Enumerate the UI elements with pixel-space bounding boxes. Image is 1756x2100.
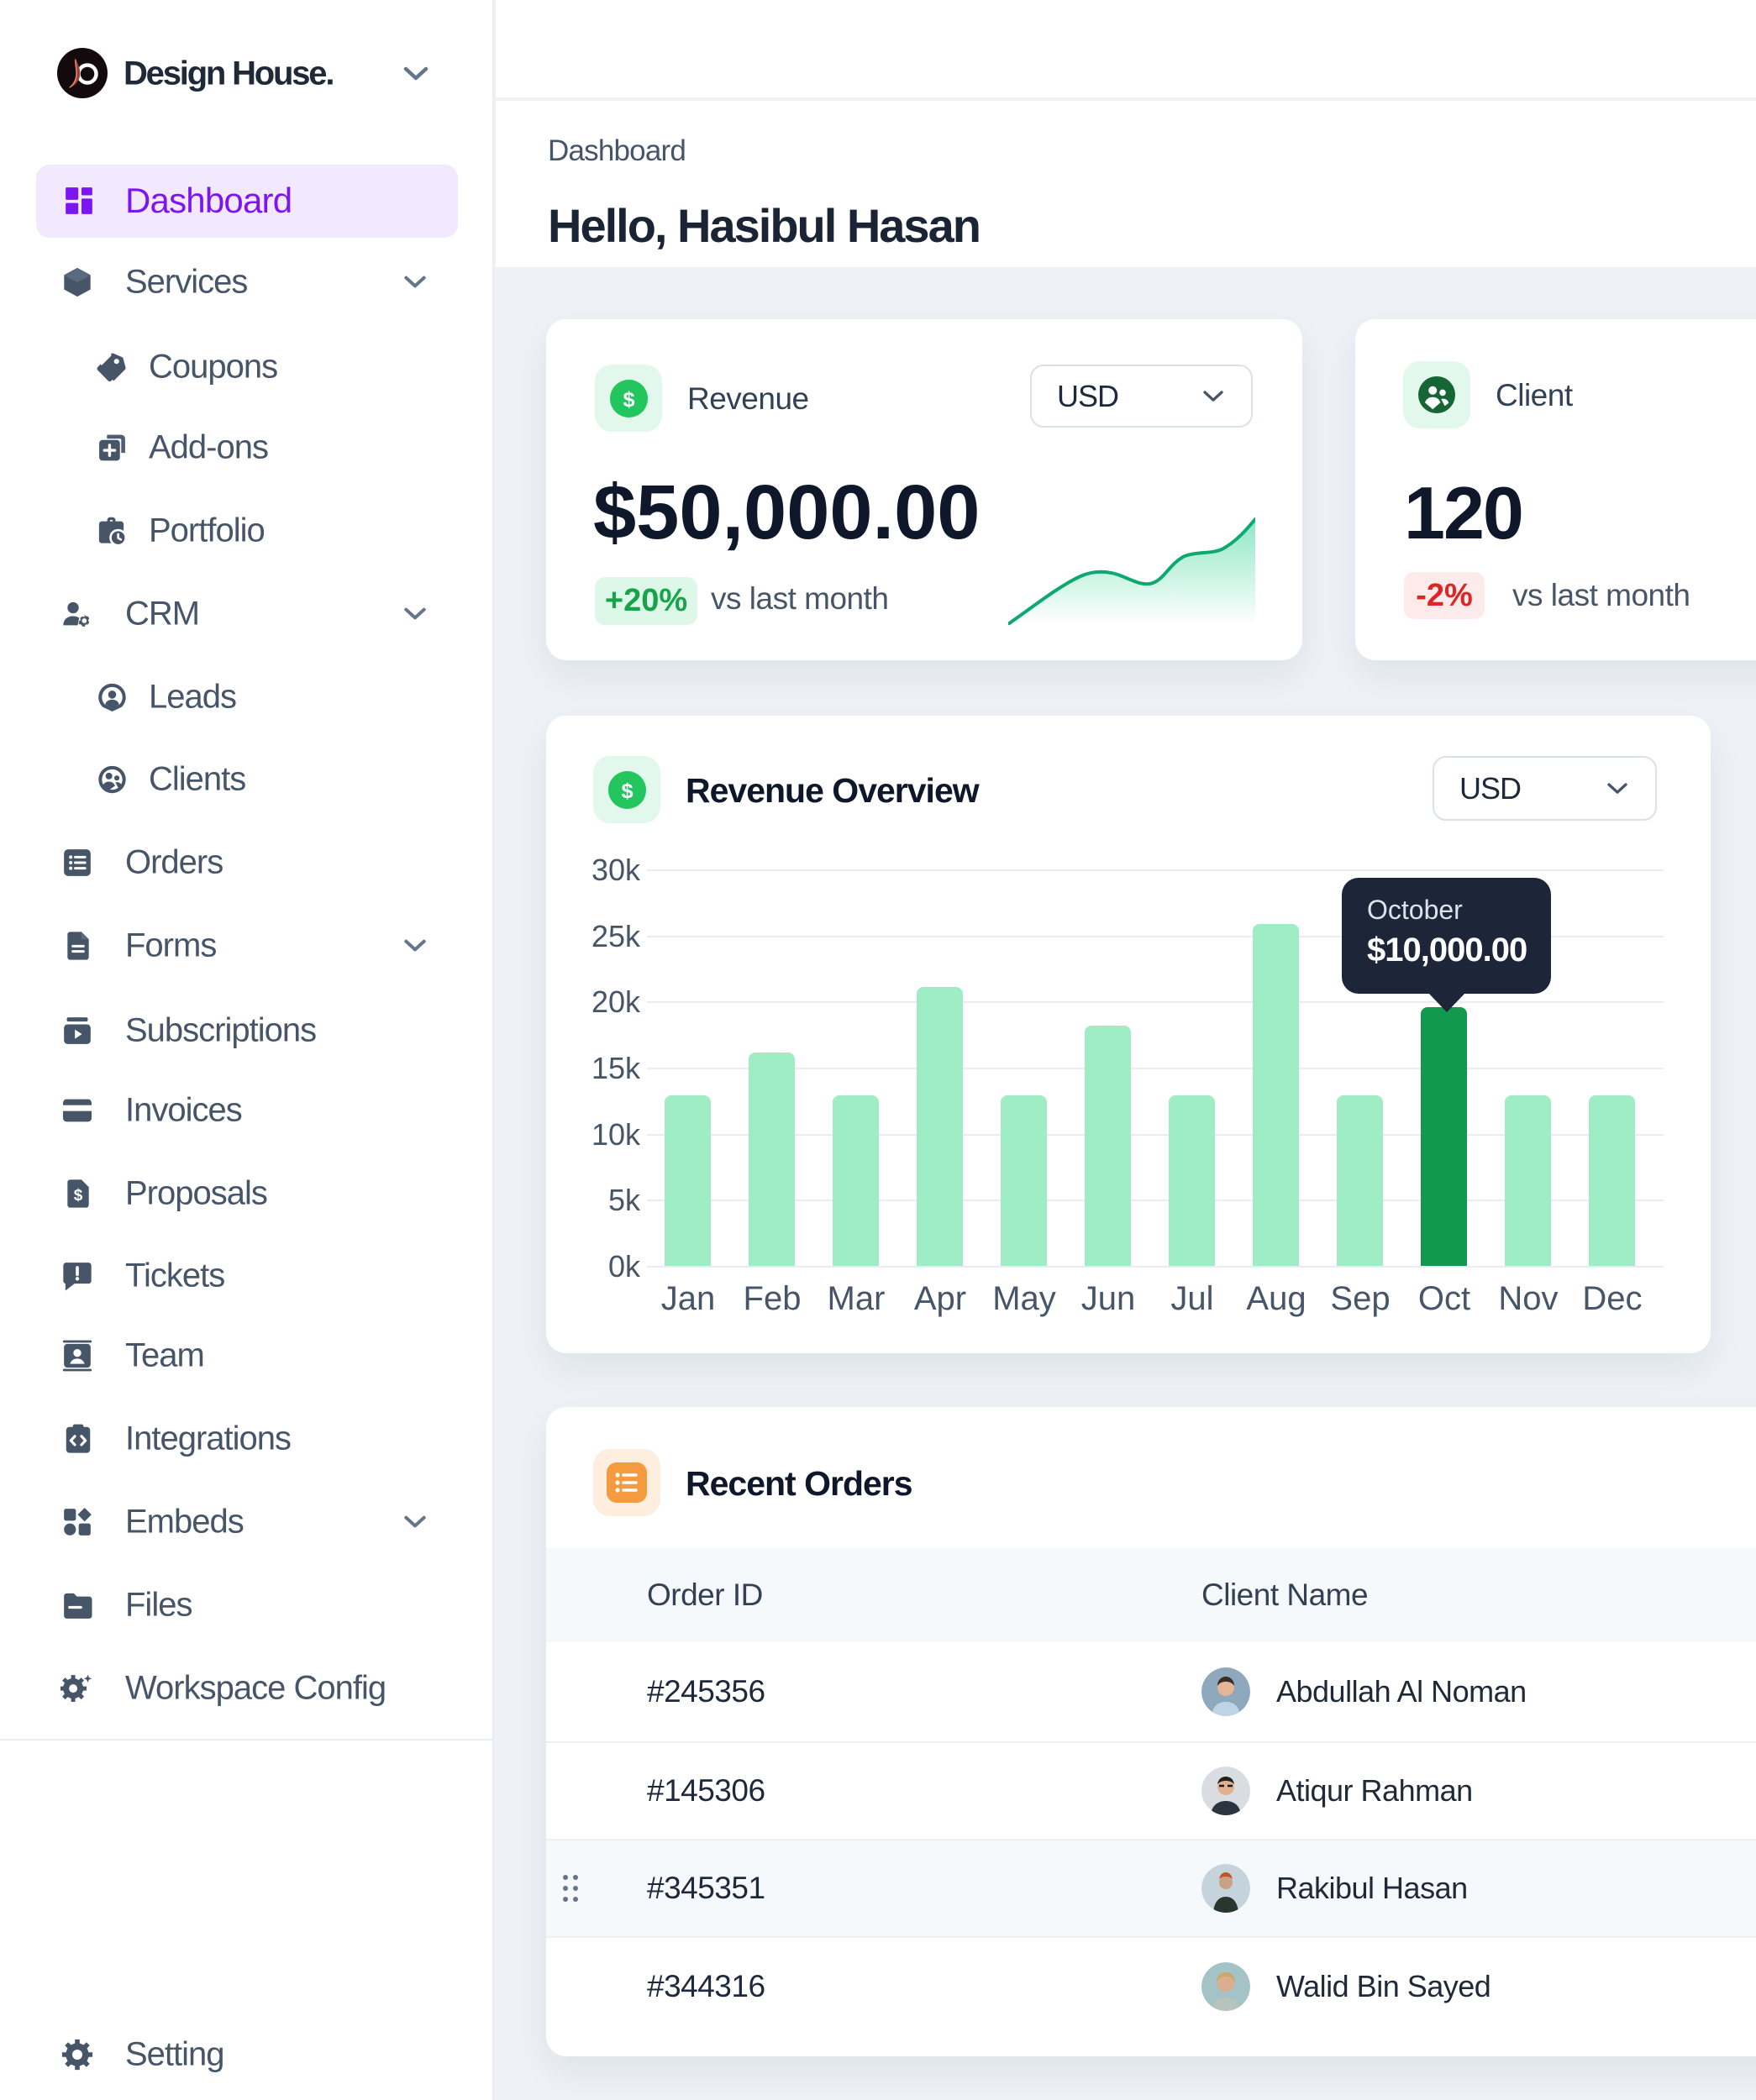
svg-text:$: $ bbox=[621, 779, 633, 802]
svg-text:$: $ bbox=[74, 1187, 83, 1205]
svg-text:$: $ bbox=[623, 387, 634, 411]
